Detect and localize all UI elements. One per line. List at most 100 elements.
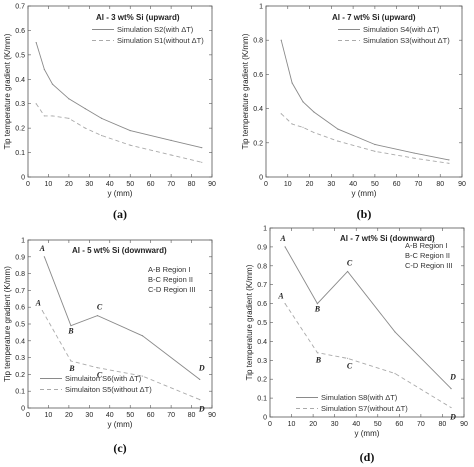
region-label: C-D Region III (148, 285, 196, 294)
point-label: B (67, 327, 74, 336)
x-tick-label: 40 (106, 181, 114, 188)
data-point (347, 270, 349, 273)
data-point (394, 372, 396, 375)
x-tick-label: 20 (306, 181, 314, 188)
point-label: A (279, 234, 286, 243)
chart-title: Al - 3 wt% Si (upward) (96, 13, 180, 22)
x-tick-label: 60 (147, 181, 155, 188)
series-line-2 (284, 303, 452, 408)
y-tick-label: 1 (263, 226, 267, 233)
data-point (68, 117, 70, 119)
data-point (448, 162, 450, 164)
data-point (201, 147, 203, 149)
data-point (70, 325, 72, 327)
x-tick-label: 50 (374, 421, 382, 428)
x-tick-label: 40 (106, 412, 114, 419)
data-point (84, 127, 86, 129)
y-tick-label: 0.3 (257, 358, 267, 365)
x-tick-label: 70 (415, 181, 423, 188)
data-point (43, 68, 45, 71)
y-tick-label: 0.4 (257, 339, 267, 346)
x-tick-label: 10 (288, 421, 296, 428)
data-point (374, 143, 376, 146)
y-tick-label: 0.9 (15, 254, 25, 261)
y-tick-label: 0.5 (15, 322, 25, 329)
point-label: C (347, 361, 353, 370)
chart-title: Al - 7 wt% Si (upward) (332, 13, 416, 22)
legend-label: Simulation S3(without ΔT) (363, 36, 450, 45)
panel-label: (b) (357, 207, 372, 221)
series-line-2 (280, 113, 449, 164)
point-label: D (449, 373, 456, 382)
data-point (284, 303, 286, 305)
panel-label: (d) (360, 450, 375, 464)
point-label: B (68, 364, 75, 373)
y-tick-label: 0 (263, 415, 267, 422)
x-tick-label: 50 (371, 181, 379, 188)
x-tick-label: 80 (436, 181, 444, 188)
x-tick-label: 60 (147, 412, 155, 419)
x-tick-label: 80 (188, 181, 196, 188)
chart-panel-3: 0 10 20 30 40 50 60 70 80 90 0 0.1 0.2 0.3 0.4 0.5 0.6 0.… (3, 238, 216, 456)
legend-label: Simulation S1(without ΔT) (117, 36, 204, 45)
y-axis-label: Tip temperature gradient (K/mm) (3, 33, 12, 149)
x-tick-label: 10 (284, 181, 292, 188)
data-point (96, 367, 99, 369)
y-axis-label: Tip temperature gradient (K/mm) (3, 266, 12, 382)
x-tick-label: 80 (439, 421, 447, 428)
x-tick-label: 0 (268, 421, 272, 428)
data-point (291, 123, 293, 125)
y-tick-label: 0.2 (257, 377, 267, 384)
y-tick-label: 0.1 (15, 389, 25, 396)
data-point (302, 101, 304, 103)
data-point (35, 42, 37, 44)
data-point (51, 83, 54, 85)
data-point (41, 309, 43, 312)
y-tick-label: 0.5 (15, 52, 25, 59)
data-point (51, 115, 54, 117)
data-point (280, 113, 282, 115)
data-point (96, 315, 99, 317)
legend-label: Simulation S7(without ΔT) (321, 404, 408, 413)
data-point (43, 115, 45, 117)
chart-panel-1: 0 10 20 30 40 50 60 70 80 90 0 0.1 0.2 0.3 0.4 0.5 0.6 0.… (3, 4, 216, 222)
x-tick-label: 90 (460, 421, 468, 428)
x-axis-label: y (mm) (352, 189, 377, 198)
point-label: A (35, 299, 42, 308)
series-line-1 (280, 40, 449, 161)
y-tick-label: 0.8 (253, 38, 263, 45)
data-point (129, 129, 131, 132)
y-tick-label: 0.2 (15, 126, 25, 133)
data-point (84, 108, 86, 110)
legend-label: Simulaiton S5(without ΔT) (65, 385, 152, 394)
y-axis-label: Tip temperature gradient (K/mm) (241, 33, 250, 149)
y-tick-label: 0.6 (253, 72, 263, 79)
x-tick-label: 0 (26, 181, 30, 188)
data-point (448, 159, 450, 161)
data-point (68, 98, 70, 100)
x-tick-label: 10 (45, 412, 53, 419)
y-axis-label: Tip temperature gradient (K/mm) (245, 264, 254, 380)
data-point (347, 357, 349, 360)
region-label: C-D Region III (405, 261, 453, 270)
data-point (43, 256, 45, 258)
x-tick-label: 60 (393, 181, 401, 188)
point-label: D (449, 413, 456, 422)
y-tick-label: 0.4 (253, 106, 263, 113)
data-point (101, 134, 103, 137)
x-tick-label: 10 (45, 181, 53, 188)
x-tick-label: 30 (327, 181, 335, 188)
data-point (170, 154, 172, 156)
data-point (374, 150, 376, 152)
x-tick-label: 60 (395, 421, 403, 428)
chart-panel-4: 0 10 20 30 40 50 60 70 80 90 0 0.1 0.2 0.3 0.4 0.5 0.6 0.… (245, 226, 468, 465)
data-point (316, 352, 319, 354)
x-tick-label: 20 (309, 421, 317, 428)
data-point (129, 144, 131, 146)
data-point (313, 131, 315, 134)
data-point (280, 39, 282, 41)
data-point (141, 335, 144, 337)
y-tick-label: 0 (21, 406, 25, 413)
x-tick-label: 20 (65, 412, 73, 419)
point-label: B (314, 305, 321, 314)
